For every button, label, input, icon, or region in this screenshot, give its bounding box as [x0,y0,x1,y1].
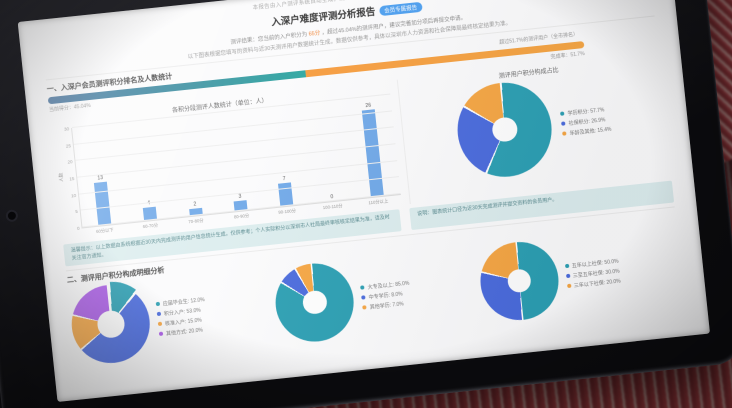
legend-dot-icon [155,301,161,307]
bar-value-label: 26 [365,102,372,110]
legend-dot-icon [560,111,565,116]
bar[interactable] [278,182,294,207]
legend-dot-icon [562,131,567,136]
education-pie-card: 大专及以上: 85.0% 中专学历: 8.0% 其他学历: 7.0% [272,247,480,346]
legend-label: 社保积分: 26.9% [568,116,606,127]
legend-item: 其他方式: 20.0% [158,325,208,337]
entry-type-pie-card: 应届毕业生: 12.0% 积分入户: 53.0% 核准入户: 15.0% 其他方式: … [67,268,276,367]
social-security-pie-card: 五年以上社保: 50.0% 三至五年社保: 30.0% 三年以下社保: 20.0% [476,225,684,324]
y-tick: 15 [69,176,75,182]
y-tick: 30 [63,126,70,132]
legend-label: 学历积分: 57.7% [567,106,605,117]
main-donut-chart[interactable] [453,78,557,182]
bar-value-label: 7 [282,175,286,182]
y-tick: 25 [65,142,72,149]
score-highlight: 65分 [308,30,321,38]
donut-hole [302,289,328,316]
donut-hole [506,268,532,294]
donut-hole [491,116,519,144]
legend-dot-icon [157,321,163,327]
legend-dot-icon [565,273,571,279]
legend-dot-icon [158,331,164,337]
progress-right-caption: 完成率：51.7% [550,51,585,61]
legend-dot-icon [156,311,162,317]
y-tick: 10 [70,192,77,199]
bar-value-label: 13 [97,174,104,182]
legend-dot-icon [564,263,570,269]
legend-label: 积分入户: 53.0% [163,307,202,317]
main-donut-legend: 学历积分: 57.7% 社保积分: 26.9% 年龄及其他: 15.4% [560,102,612,140]
main-donut-card: 测评用户积分构成占比 学历积分: 57.7% 社保积分: 26.9% 年龄及其他: … [398,52,672,204]
legend-item: 年龄及其他: 15.4% [562,125,612,137]
legend-dot-icon [362,305,367,310]
legend-label: 其他学历: 7.0% [369,300,405,311]
legend-dot-icon [566,283,572,289]
bar-value-label: 3 [238,193,242,200]
bar[interactable] [362,109,385,198]
social-security-donut-chart[interactable] [476,238,563,324]
bar-value-label: 2 [193,201,197,209]
front-camera [5,209,19,223]
member-badge: 会员专属报告 [378,1,423,17]
y-tick: 0 [76,225,80,231]
legend-label: 三年以下社保: 20.0% [573,277,621,289]
social-security-legend: 五年以上社保: 50.0% 三至五年社保: 30.0% 三年以下社保: 20.0% [564,254,621,292]
legend-label: 核准入户: 15.0% [164,316,203,327]
legend-item: 三年以下社保: 20.0% [566,277,621,290]
education-legend: 大专及以上: 85.0% 中专学历: 8.0% 其他学历: 7.0% [360,276,412,314]
legend-label: 中专学历: 8.0% [368,290,404,301]
bar[interactable] [94,181,112,226]
report-page[interactable]: 本报告由入户测评系统自动生成，测评结果仅供参考（非官方审核结果） 入深户难度评测… [18,0,710,402]
tablet-screen: 本报告由入户测评系统自动生成，测评结果仅供参考（非官方审核结果） 入深户难度评测… [17,0,710,402]
legend-label: 其他方式: 20.0% [165,326,204,337]
legend-dot-icon [561,121,566,126]
y-tick: 5 [75,209,79,215]
legend-dot-icon [360,285,365,290]
legend-label: 年龄及其他: 15.4% [569,126,612,137]
entry-type-legend: 应届毕业生: 12.0% 积分入户: 53.0% 核准入户: 15.0% 其他方式: … [155,293,208,341]
education-donut-chart[interactable] [272,259,358,346]
y-tick: 20 [67,159,73,165]
legend-dot-icon [361,295,366,300]
entry-type-donut-chart[interactable] [67,277,156,367]
main-donut-layout: 学历积分: 57.7% 社保积分: 26.9% 年龄及其他: 15.4% [453,72,615,182]
legend-item: 其他学历: 7.0% [362,299,411,311]
